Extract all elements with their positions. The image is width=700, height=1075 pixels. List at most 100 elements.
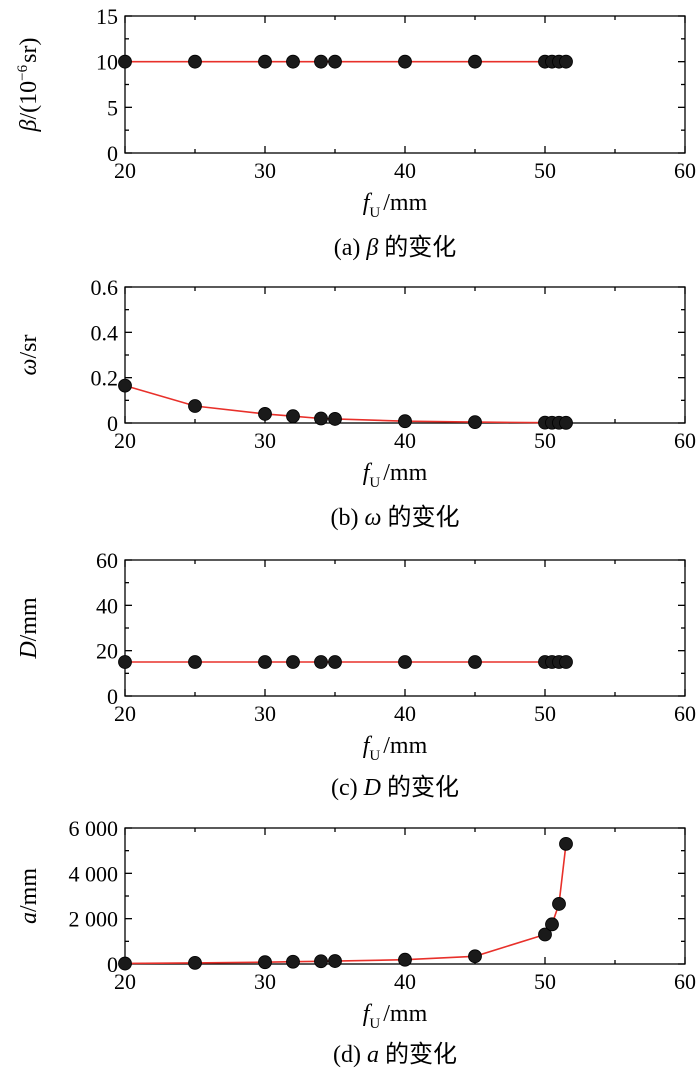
x-tick-label: 50 (534, 428, 556, 453)
data-point (118, 655, 132, 669)
data-point (314, 411, 328, 426)
caption-suffix: 的变化 (381, 774, 459, 801)
y-tick-label: 4 000 (69, 861, 119, 886)
y-axis-unit: /(10 (16, 81, 42, 120)
plot-frame (124, 15, 686, 154)
x-axis-label: fU/mm (363, 190, 428, 221)
panel-caption: (a) β 的变化 (334, 234, 457, 261)
x-tick-label: 50 (534, 158, 556, 183)
x-tick-label: 30 (254, 701, 276, 726)
data-point (545, 917, 559, 932)
y-tick-label: 20 (96, 639, 118, 664)
data-point (328, 412, 342, 426)
y-axis-label: ω/sr (16, 335, 42, 376)
data-point (559, 655, 573, 669)
x-tick-label: 20 (114, 158, 136, 183)
data-point (286, 655, 300, 669)
x-tick-label: 40 (394, 701, 416, 726)
data-point (328, 954, 342, 968)
data-point (559, 836, 573, 851)
x-tick-label: 30 (254, 158, 276, 183)
data-point (398, 655, 412, 669)
y-tick-label: 0.6 (91, 275, 119, 300)
data-point (468, 949, 482, 964)
data-point (258, 955, 272, 970)
x-axis-subscript: U (369, 748, 380, 764)
data-point (314, 54, 328, 69)
y-tick-label: 10 (96, 50, 118, 75)
data-point (258, 54, 272, 69)
y-axis-label: D/mm (16, 597, 42, 660)
data-point (328, 655, 342, 669)
panel-caption: (b) ω 的变化 (331, 504, 460, 531)
caption-suffix: 的变化 (381, 504, 459, 531)
data-point (468, 655, 482, 669)
caption-prefix: (b) (331, 505, 365, 531)
y-tick-label: 0.2 (91, 366, 119, 391)
x-axis-symbol: f (363, 1001, 373, 1027)
y-axis-unit: /sr (16, 335, 42, 359)
data-point (398, 54, 412, 69)
x-axis-unit: /mm (383, 460, 427, 486)
x-axis-subscript: U (369, 1016, 380, 1032)
data-point (538, 927, 552, 942)
data-point (118, 956, 132, 971)
x-axis-subscript: U (369, 205, 380, 221)
x-tick-label: 50 (534, 969, 556, 994)
x-tick-label: 50 (534, 701, 556, 726)
data-point (398, 414, 412, 429)
y-tick-label: 0 (107, 411, 118, 436)
data-point (398, 952, 412, 967)
y-axis-label: a/mm (16, 868, 42, 924)
x-tick-label: 40 (394, 428, 416, 453)
caption-prefix: (a) (334, 235, 367, 261)
y-tick-label: 6 000 (69, 816, 119, 841)
x-tick-label: 20 (114, 969, 136, 994)
caption-symbol: ω (365, 505, 382, 531)
x-tick-label: 60 (674, 158, 696, 183)
series-line (124, 843, 567, 965)
data-point (188, 955, 202, 970)
x-axis-label: fU/mm (363, 733, 428, 764)
data-point (258, 407, 272, 421)
x-tick-label: 60 (674, 428, 696, 453)
y-axis-exponent: −6 (15, 64, 31, 80)
y-axis-unit-tail: sr) (16, 38, 42, 63)
data-point (559, 415, 573, 430)
caption-symbol: D (363, 775, 381, 801)
x-axis-label: fU/mm (363, 1001, 428, 1032)
y-axis-symbol: β (16, 119, 42, 132)
panel-caption: (d) a 的变化 (333, 1041, 457, 1068)
data-point (468, 415, 482, 429)
x-axis-unit: /mm (383, 1001, 427, 1027)
caption-symbol: β (365, 235, 378, 261)
y-axis-unit: /mm (16, 868, 42, 912)
y-tick-label: 5 (107, 95, 118, 120)
x-tick-label: 60 (674, 701, 696, 726)
data-point (286, 409, 300, 424)
plot-frame (124, 286, 686, 424)
data-point (188, 655, 202, 669)
y-axis-unit: /mm (16, 597, 42, 641)
x-tick-label: 30 (254, 969, 276, 994)
y-axis-symbol: a (16, 912, 42, 924)
x-axis-symbol: f (363, 460, 373, 486)
y-axis-label: β/(10−6sr) (15, 38, 42, 133)
data-point (328, 54, 342, 69)
y-tick-label: 60 (96, 548, 118, 573)
x-axis-unit: /mm (383, 190, 427, 216)
y-tick-label: 0.4 (91, 320, 119, 345)
caption-prefix: (c) (331, 775, 364, 801)
x-axis-symbol: f (363, 733, 373, 759)
caption-suffix: 的变化 (378, 234, 456, 261)
x-axis-unit: /mm (383, 733, 427, 759)
data-point (258, 655, 272, 669)
caption-prefix: (d) (333, 1042, 367, 1068)
data-point (468, 54, 482, 69)
caption-suffix: 的变化 (379, 1041, 457, 1068)
data-point (314, 954, 328, 969)
data-point (552, 897, 566, 911)
